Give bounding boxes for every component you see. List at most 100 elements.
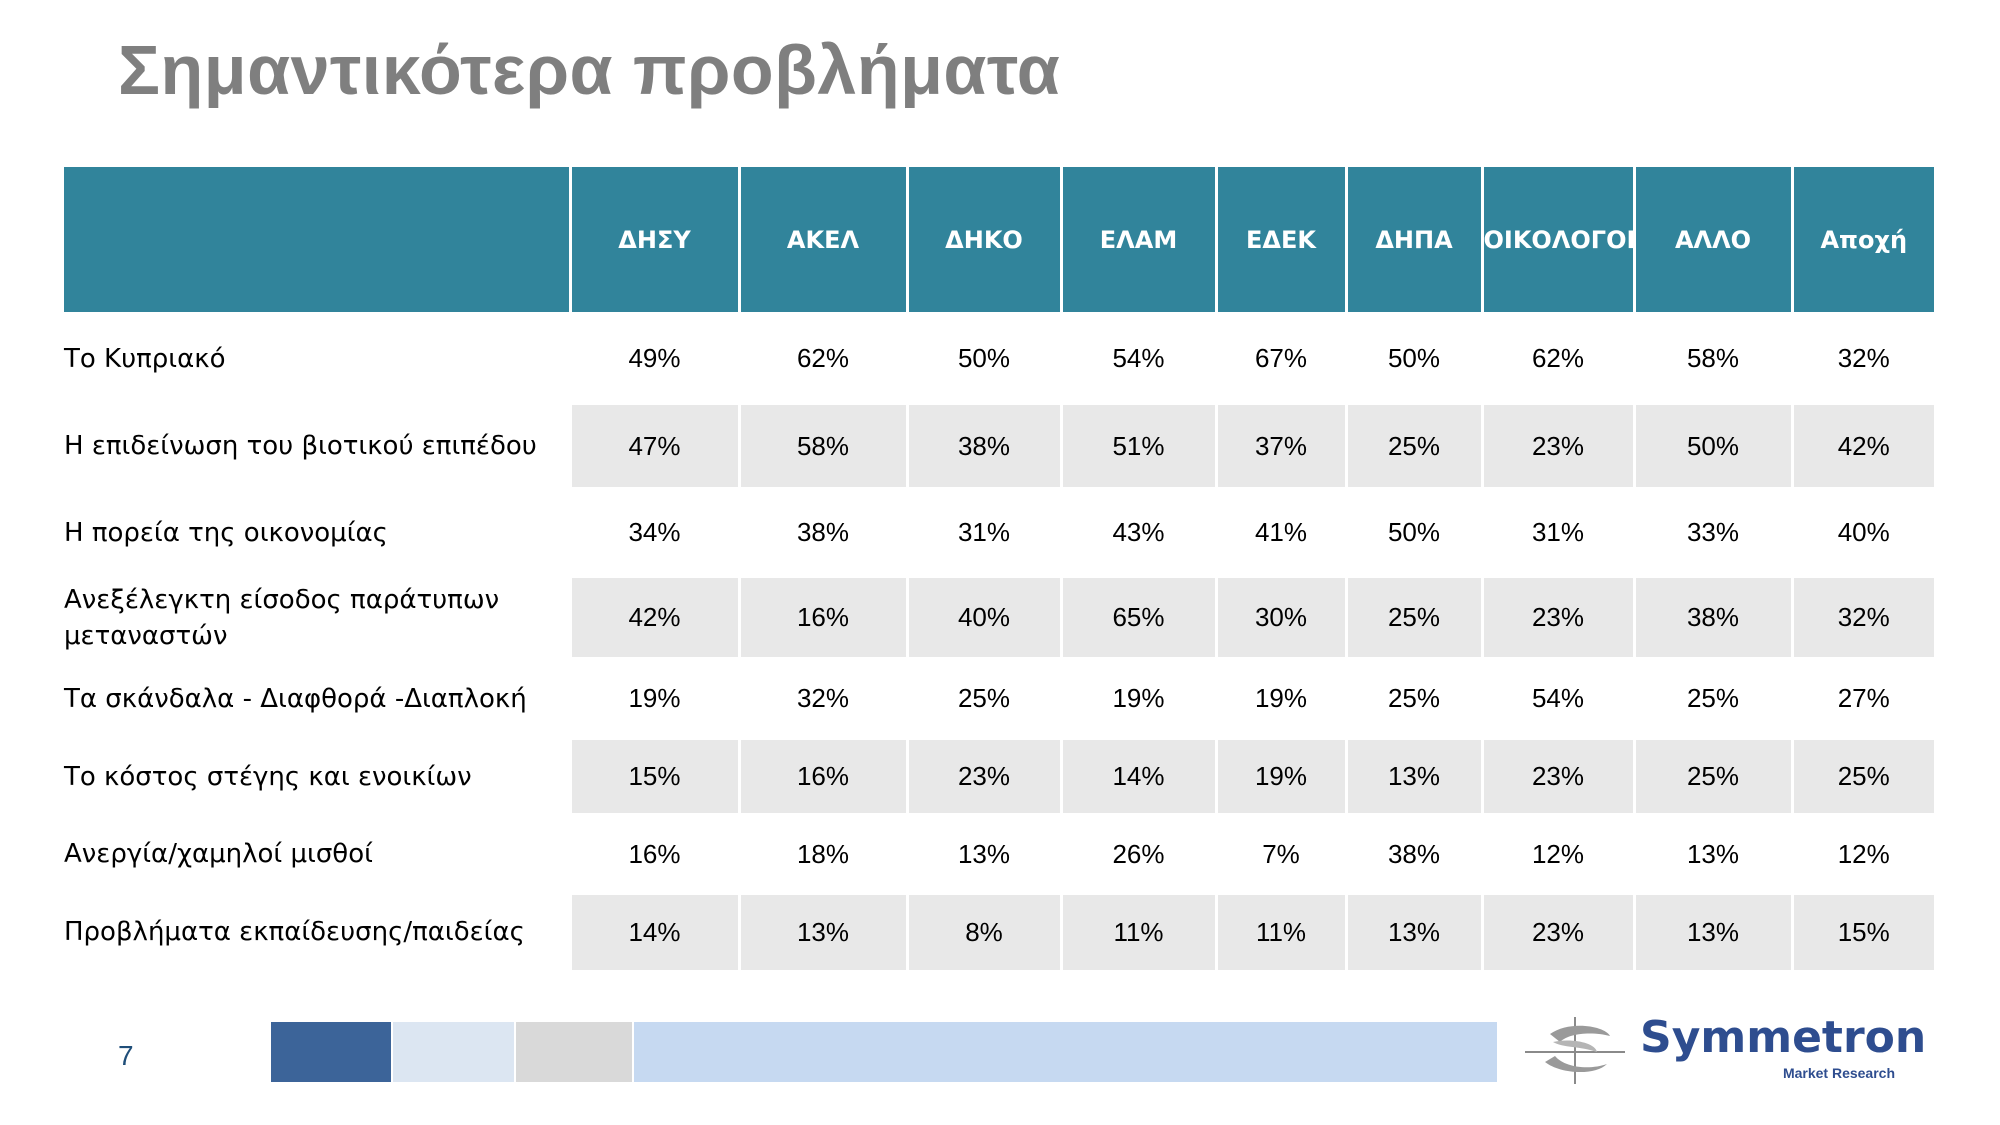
- table-cell: 54%: [1059, 312, 1216, 404]
- row-label: Η επιδείνωση του βιοτικού επιπέδου: [64, 402, 570, 489]
- table-cell: 13%: [1344, 892, 1482, 970]
- table-cell: 32%: [737, 657, 907, 739]
- table-cell: 42%: [1790, 402, 1934, 489]
- table-cell: 19%: [1214, 657, 1346, 739]
- table-cell: 14%: [1059, 737, 1216, 815]
- table-cell: 27%: [1790, 657, 1934, 739]
- row-label: Προβλήματα εκπαίδευσης/παιδείας: [64, 892, 570, 970]
- footer-bar-long: [634, 1022, 1497, 1082]
- table-cell: 23%: [1480, 402, 1634, 489]
- table-cell: 23%: [1480, 575, 1634, 659]
- table-cell: 38%: [905, 402, 1061, 489]
- table-cell: 14%: [568, 892, 739, 970]
- column-header: ΑΛΛΟ: [1632, 167, 1792, 314]
- table-cell: 40%: [905, 575, 1061, 659]
- table-cell: 23%: [1480, 892, 1634, 970]
- row-label: Ανεξέλεγκτη είσοδος παράτυπων μεταναστών: [64, 575, 570, 659]
- column-header: Αποχή: [1790, 167, 1934, 314]
- table-cell: 8%: [905, 892, 1061, 970]
- column-header: ΕΔΕΚ: [1214, 167, 1346, 314]
- table-row: Η επιδείνωση του βιοτικού επιπέδου 47% 5…: [64, 402, 1934, 489]
- table-cell: 62%: [1480, 312, 1634, 404]
- table-row: Τα σκάνδαλα - Διαφθορά -Διαπλοκή 19% 32%…: [64, 657, 1934, 739]
- table-cell: 23%: [1480, 737, 1634, 815]
- table-row: Η πορεία της οικονομίας 34% 38% 31% 43% …: [64, 487, 1934, 577]
- table-cell: 38%: [737, 487, 907, 577]
- table-cell: 32%: [1790, 575, 1934, 659]
- column-header: ΔΗΣΥ: [568, 167, 739, 314]
- table-row: Ανεργία/χαμηλοί μισθοί 16% 18% 13% 26% 7…: [64, 813, 1934, 894]
- table-cell: 16%: [737, 737, 907, 815]
- table-cell: 11%: [1214, 892, 1346, 970]
- table-cell: 54%: [1480, 657, 1634, 739]
- row-label: Τα σκάνδαλα - Διαφθορά -Διαπλοκή: [64, 657, 570, 739]
- symmetron-logo: Symmetron Market Research: [1515, 1012, 1926, 1087]
- table-cell: 16%: [737, 575, 907, 659]
- table-cell: 13%: [1344, 737, 1482, 815]
- page-number: 7: [118, 1040, 134, 1071]
- table-cell: 58%: [737, 402, 907, 489]
- table-cell: 67%: [1214, 312, 1346, 404]
- table-cell: 23%: [905, 737, 1061, 815]
- table-cell: 13%: [1632, 813, 1792, 894]
- page-title: Σημαντικότερα προβλήματα: [118, 31, 1061, 109]
- results-table: ΔΗΣΥ ΑΚΕΛ ΔΗΚΟ ΕΛΑΜ ΕΔΕΚ ΔΗΠΑ ΟΙΚΟΛΟΓΟΙ …: [64, 167, 1934, 970]
- table-cell: 12%: [1790, 813, 1934, 894]
- table-cell: 25%: [1632, 657, 1792, 739]
- table-cell: 15%: [568, 737, 739, 815]
- row-label: Η πορεία της οικονομίας: [64, 487, 570, 577]
- footer-bar-light: [393, 1022, 514, 1082]
- table-cell: 42%: [568, 575, 739, 659]
- table-cell: 37%: [1214, 402, 1346, 489]
- table-cell: 13%: [1632, 892, 1792, 970]
- column-header: ΑΚΕΛ: [737, 167, 907, 314]
- table-cell: 38%: [1344, 813, 1482, 894]
- table-cell: 41%: [1214, 487, 1346, 577]
- footer-bar-gray: [516, 1022, 632, 1082]
- table-cell: 19%: [568, 657, 739, 739]
- logo-tagline: Market Research: [1782, 1065, 1895, 1081]
- table-cell: 16%: [568, 813, 739, 894]
- table-cell: 50%: [905, 312, 1061, 404]
- logo-swirl-icon: [1525, 1017, 1625, 1084]
- table-header-row: ΔΗΣΥ ΑΚΕΛ ΔΗΚΟ ΕΛΑΜ ΕΔΕΚ ΔΗΠΑ ΟΙΚΟΛΟΓΟΙ …: [64, 167, 1934, 314]
- column-header: ΟΙΚΟΛΟΓΟΙ: [1480, 167, 1635, 314]
- table-cell: 19%: [1214, 737, 1346, 815]
- header-corner: [64, 167, 570, 314]
- table-row: Ανεξέλεγκτη είσοδος παράτυπων μεταναστών…: [64, 575, 1934, 659]
- table-cell: 25%: [1790, 737, 1934, 815]
- table-cell: 11%: [1059, 892, 1216, 970]
- table-cell: 25%: [1344, 575, 1482, 659]
- table-cell: 32%: [1790, 312, 1934, 404]
- table-cell: 18%: [737, 813, 907, 894]
- table-cell: 13%: [737, 892, 907, 970]
- table-cell: 26%: [1059, 813, 1216, 894]
- table-cell: 47%: [568, 402, 739, 489]
- table-cell: 25%: [1344, 402, 1482, 489]
- table-cell: 25%: [905, 657, 1061, 739]
- table-cell: 40%: [1790, 487, 1934, 577]
- table-cell: 34%: [568, 487, 739, 577]
- column-header: ΕΛΑΜ: [1059, 167, 1216, 314]
- table-cell: 25%: [1344, 657, 1482, 739]
- table-cell: 50%: [1344, 312, 1482, 404]
- table-row: Προβλήματα εκπαίδευσης/παιδείας 14% 13% …: [64, 892, 1934, 970]
- footer-bar-dark: [271, 1022, 391, 1082]
- table-cell: 12%: [1480, 813, 1634, 894]
- table-cell: 31%: [905, 487, 1061, 577]
- table-cell: 7%: [1214, 813, 1346, 894]
- table-cell: 19%: [1059, 657, 1216, 739]
- row-label: Το Κυπριακό: [64, 312, 570, 404]
- table-cell: 62%: [737, 312, 907, 404]
- row-label: Ανεργία/χαμηλοί μισθοί: [64, 813, 570, 894]
- table-cell: 13%: [905, 813, 1061, 894]
- table-cell: 43%: [1059, 487, 1216, 577]
- table-cell: 65%: [1059, 575, 1216, 659]
- column-header: ΔΗΠΑ: [1344, 167, 1482, 314]
- table-cell: 38%: [1632, 575, 1792, 659]
- table-cell: 50%: [1344, 487, 1482, 577]
- table-row: Το κόστος στέγης και ενοικίων 15% 16% 23…: [64, 737, 1934, 815]
- row-label: Το κόστος στέγης και ενοικίων: [64, 737, 570, 815]
- table-cell: 31%: [1480, 487, 1634, 577]
- table-cell: 58%: [1632, 312, 1792, 404]
